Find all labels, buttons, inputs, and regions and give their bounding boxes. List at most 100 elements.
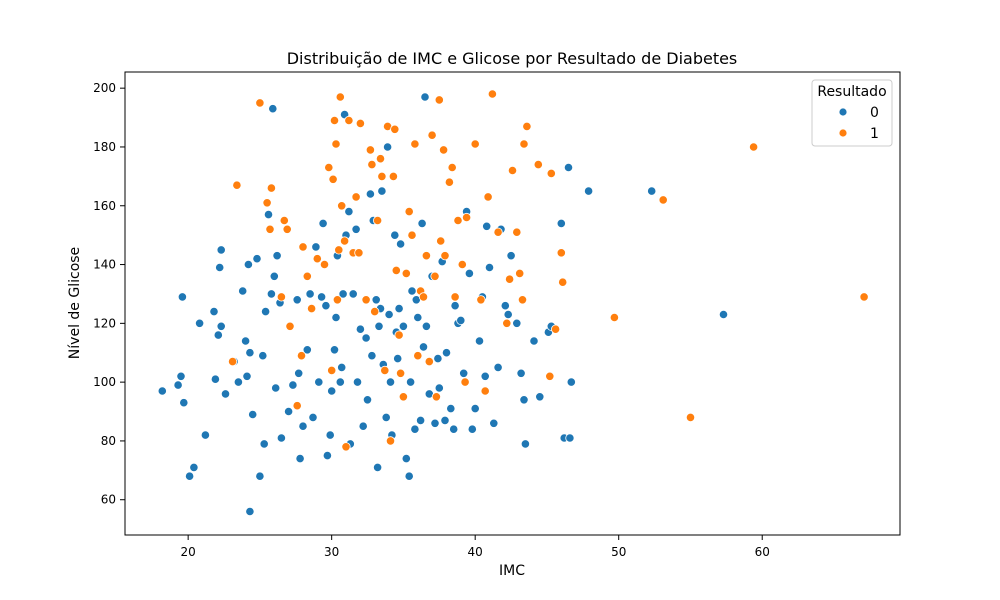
- scatter-point-0: [415, 415, 426, 425]
- scatter-point-1: [444, 177, 454, 187]
- scatter-point-0: [516, 368, 526, 378]
- scatter-point-0: [433, 353, 443, 364]
- scatter-point-1: [335, 92, 345, 102]
- x-tick-label: 20: [181, 545, 196, 559]
- scatter-point-0: [331, 312, 341, 323]
- scatter-point-1: [354, 248, 364, 258]
- scatter-point-0: [176, 371, 186, 381]
- legend-marker-1: [838, 128, 848, 138]
- scatter-point-0: [209, 306, 219, 317]
- scatter-point-1: [407, 230, 417, 240]
- scatter-point-0: [480, 371, 490, 381]
- scatter-point-0: [233, 377, 243, 387]
- scatter-point-0: [418, 342, 429, 352]
- scatter-point-0: [413, 312, 423, 323]
- scatter-point-1: [431, 392, 441, 402]
- scatter-point-1: [332, 295, 342, 305]
- scatter-point-1: [312, 254, 322, 264]
- y-tick-label: 100: [93, 375, 116, 389]
- scatter-point-1: [502, 318, 512, 328]
- x-tick-label: 30: [324, 545, 339, 559]
- scatter-point-0: [377, 186, 387, 196]
- scatter-point-1: [556, 248, 566, 258]
- scatter-point-0: [337, 362, 347, 372]
- scatter-point-0: [506, 251, 516, 261]
- y-tick-label: 80: [101, 434, 116, 448]
- scatter-point-1: [483, 192, 493, 202]
- scatter-point-1: [447, 162, 457, 173]
- scatter-point-1: [276, 292, 286, 302]
- scatter-point-1: [438, 145, 449, 155]
- scatter-point-1: [430, 271, 440, 281]
- y-tick-label: 200: [93, 81, 116, 95]
- scatter-point-0: [493, 362, 503, 372]
- scatter-point-1: [440, 251, 450, 261]
- scatter-point-0: [556, 218, 566, 228]
- scatter-point-1: [609, 312, 620, 323]
- scatter-point-0: [394, 303, 404, 314]
- scatter-point-0: [430, 418, 440, 428]
- scatter-point-0: [500, 301, 510, 311]
- scatter-point-0: [467, 424, 477, 434]
- scatter-point-0: [316, 292, 327, 302]
- x-tick-label: 60: [755, 545, 770, 559]
- scatter-point-0: [318, 218, 328, 228]
- legend: Resultado 0 1: [811, 79, 893, 147]
- scatter-point-1: [302, 271, 312, 281]
- scatter-point-1: [470, 139, 480, 149]
- scatter-point-0: [215, 262, 225, 273]
- scatter-point-0: [520, 439, 531, 449]
- scatter-point-1: [370, 306, 380, 317]
- scatter-point-0: [185, 471, 195, 481]
- scatter-point-1: [545, 371, 555, 381]
- scatter-point-0: [266, 289, 276, 299]
- scatter-point-1: [388, 171, 398, 181]
- scatter-point-0: [583, 186, 594, 196]
- scatter-point-0: [338, 289, 348, 299]
- scatter-point-0: [401, 453, 411, 464]
- scatter-point-1: [480, 386, 490, 396]
- x-axis-label: IMC: [499, 563, 525, 579]
- scatter-point-1: [292, 401, 302, 411]
- scatter-point-1: [228, 356, 238, 367]
- scatter-point-0: [220, 389, 231, 399]
- scatter-point-0: [241, 336, 251, 346]
- scatter-point-0: [440, 415, 450, 425]
- scatter-point-0: [382, 142, 393, 152]
- scatter-point-0: [308, 412, 318, 422]
- scatter-point-0: [276, 433, 286, 443]
- scatter-point-1: [334, 245, 344, 255]
- scatter-point-1: [550, 324, 561, 334]
- scatter-point-0: [434, 383, 444, 393]
- scatter-point-0: [390, 230, 400, 240]
- scatter-point-0: [322, 450, 332, 461]
- scatter-point-1: [391, 265, 401, 275]
- scatter-point-0: [512, 318, 522, 328]
- scatter-point-1: [324, 162, 334, 173]
- scatter-point-0: [252, 254, 262, 264]
- scatter-point-0: [519, 395, 529, 405]
- scatter-point-0: [335, 377, 345, 387]
- scatter-point-1: [515, 268, 525, 278]
- scatter-point-0: [348, 289, 358, 299]
- scatter-point-0: [269, 271, 279, 281]
- y-tick-label: 160: [93, 199, 116, 213]
- scatter-point-1: [306, 303, 317, 314]
- scatter-point-0: [259, 439, 269, 449]
- scatter-point-0: [298, 421, 308, 431]
- scatter-point-0: [421, 321, 431, 331]
- scatter-point-0: [647, 186, 657, 196]
- chart-title: Distribuição de IMC e Glicose por Result…: [287, 49, 738, 68]
- scatter-point-1: [504, 274, 515, 284]
- scatter-point-1: [355, 118, 365, 129]
- scatter-point-0: [245, 348, 255, 358]
- legend-label-0: 0: [870, 105, 879, 121]
- scatter-point-1: [519, 139, 529, 149]
- scatter-point-0: [381, 412, 391, 422]
- scatter-point-0: [216, 245, 226, 255]
- scatter-point-0: [489, 418, 499, 428]
- scatter-point-0: [263, 210, 274, 220]
- scatter-point-1: [453, 215, 463, 226]
- scatter-point-1: [517, 295, 528, 305]
